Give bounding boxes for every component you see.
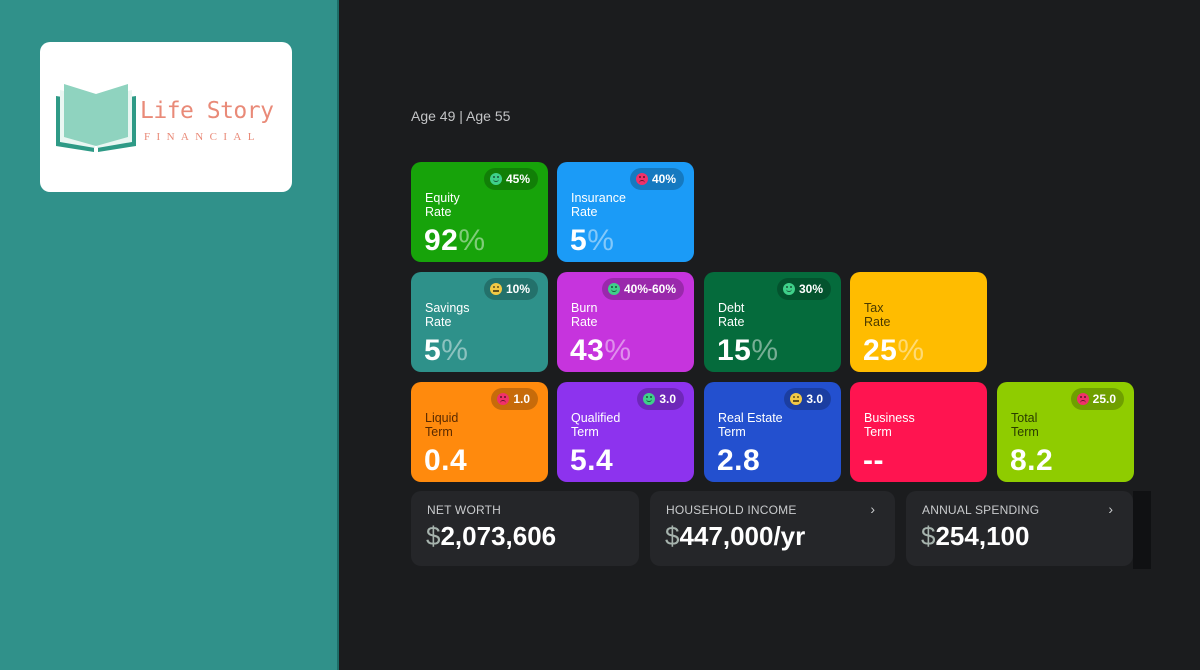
meh-face-icon — [790, 393, 803, 405]
tile-value: 5.4 — [570, 444, 614, 477]
target-badge: 40%-60% — [601, 278, 684, 300]
tile-value: 5% — [570, 224, 615, 257]
metric-tile-equity-rate[interactable]: 45% Equity Rate 92% — [411, 162, 548, 262]
tile-label: Qualified Term — [571, 411, 621, 439]
stat-title: HOUSEHOLD INCOME — [666, 503, 797, 517]
stat-value: $2,073,606 — [426, 521, 557, 551]
badge-value: 40% — [651, 172, 676, 186]
happy-face-icon — [489, 173, 502, 185]
tile-label: Insurance Rate — [571, 191, 626, 219]
tile-value: 15% — [717, 334, 779, 367]
logo-card[interactable]: Life Story FINANCIAL — [40, 42, 292, 192]
tile-value: 8.2 — [1010, 444, 1054, 477]
metric-tile-savings-rate[interactable]: 10% Savings Rate 5% — [411, 272, 548, 372]
metric-tile-tax-rate[interactable]: Tax Rate 25% — [850, 272, 987, 372]
stat-title: NET WORTH — [427, 503, 502, 517]
metric-tile-total-term[interactable]: 25.0 Total Term 8.2 — [997, 382, 1134, 482]
brand-name: Life Story — [140, 98, 274, 124]
badge-value: 45% — [505, 172, 530, 186]
tile-label: Savings Rate — [425, 301, 470, 329]
tile-label: Total Term — [1011, 411, 1039, 439]
tile-label: Debt Rate — [718, 301, 745, 329]
tile-value: 0.4 — [424, 444, 468, 477]
metric-tile-insurance-rate[interactable]: 40% Insurance Rate 5% — [557, 162, 694, 262]
target-badge: 3.0 — [784, 388, 831, 410]
brand-tagline: FINANCIAL — [144, 131, 261, 143]
badge-value: 10% — [505, 282, 530, 296]
tile-label: Real Estate Term — [718, 411, 783, 439]
sidebar-divider — [337, 0, 339, 670]
tile-label: Liquid Term — [425, 411, 459, 439]
happy-face-icon — [643, 393, 656, 405]
tile-label: Tax Rate — [864, 301, 891, 329]
target-badge: 10% — [483, 278, 538, 300]
annual-spending-card[interactable]: ANNUAL SPENDING $254,100 › — [906, 491, 1133, 566]
target-badge: 40% — [629, 168, 684, 190]
target-badge: 1.0 — [491, 388, 538, 410]
happy-face-icon — [607, 283, 620, 295]
tile-value: 2.8 — [717, 444, 761, 477]
open-book-icon — [56, 84, 136, 152]
badge-value: 1.0 — [513, 392, 530, 406]
tile-value: -- — [863, 444, 884, 477]
tile-label: Equity Rate — [425, 191, 460, 219]
meh-face-icon — [489, 283, 502, 295]
tile-value: 43% — [570, 334, 632, 367]
happy-face-icon — [782, 283, 795, 295]
target-badge: 25.0 — [1070, 388, 1124, 410]
metric-tile-liquid-term[interactable]: 1.0 Liquid Term 0.4 — [411, 382, 548, 482]
household-income-card[interactable]: HOUSEHOLD INCOME $447,000/yr › — [650, 491, 895, 566]
metric-tile-real-estate-term[interactable]: 3.0 Real Estate Term 2.8 — [704, 382, 841, 482]
badge-value: 30% — [798, 282, 823, 296]
tile-value: 5% — [424, 334, 469, 367]
badge-value: 40%-60% — [623, 282, 676, 296]
tile-value: 92% — [424, 224, 486, 257]
net-worth-card[interactable]: NET WORTH $2,073,606 — [411, 491, 639, 566]
sad-face-icon — [635, 173, 648, 185]
metric-tile-business-term[interactable]: Business Term -- — [850, 382, 987, 482]
sad-face-icon — [497, 393, 510, 405]
age-range: Age 49 | Age 55 — [411, 108, 511, 124]
badge-value: 3.0 — [659, 392, 676, 406]
tile-label: Burn Rate — [571, 301, 598, 329]
chevron-right-icon[interactable]: › — [1108, 501, 1113, 517]
tile-value: 25% — [863, 334, 925, 367]
sidebar: Life Story FINANCIAL — [0, 0, 338, 670]
sad-face-icon — [1076, 393, 1089, 405]
metric-tile-qualified-term[interactable]: 3.0 Qualified Term 5.4 — [557, 382, 694, 482]
tile-label: Business Term — [864, 411, 915, 439]
scroll-shadow — [1133, 491, 1151, 569]
target-badge: 30% — [776, 278, 831, 300]
badge-value: 25.0 — [1092, 392, 1116, 406]
metric-tile-debt-rate[interactable]: 30% Debt Rate 15% — [704, 272, 841, 372]
stat-value: $447,000/yr — [665, 521, 806, 551]
badge-value: 3.0 — [806, 392, 823, 406]
stat-title: ANNUAL SPENDING — [922, 503, 1040, 517]
metric-tile-burn-rate[interactable]: 40%-60% Burn Rate 43% — [557, 272, 694, 372]
stat-value: $254,100 — [921, 521, 1030, 551]
target-badge: 45% — [483, 168, 538, 190]
chevron-right-icon[interactable]: › — [870, 501, 875, 517]
target-badge: 3.0 — [637, 388, 684, 410]
